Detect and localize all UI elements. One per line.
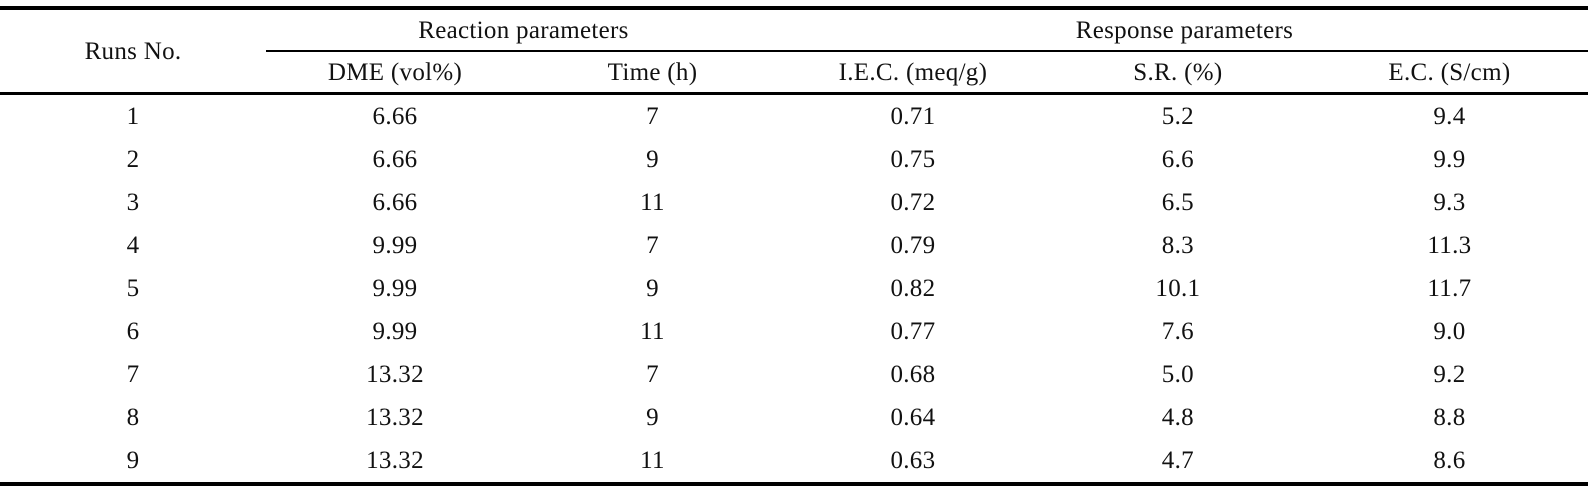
cell-iec: 0.82: [890, 275, 936, 302]
cell-dme: 6.66: [372, 103, 418, 130]
cell-runs-no: 9: [126, 447, 140, 474]
cell-dme: 9.99: [372, 275, 418, 302]
cell-time: 7: [646, 103, 659, 130]
table-row: 6 9.99 11 0.77 7.6 9.0: [0, 310, 1588, 353]
cell-ec: 8.8: [1433, 404, 1466, 431]
cell-runs-no: 5: [126, 275, 140, 302]
cell-iec: 0.75: [890, 146, 936, 173]
cell-iec: 0.72: [890, 189, 936, 216]
column-header-dme: DME (vol%): [265, 51, 525, 95]
cell-ec: 9.2: [1433, 361, 1466, 388]
column-header-runs-no: Runs No.: [0, 8, 266, 95]
cell-iec: 0.64: [890, 404, 936, 431]
cell-sr: 4.8: [1161, 404, 1194, 431]
header-group-row: Runs No. Reaction parameters Response pa…: [0, 8, 1588, 95]
cell-iec: 0.77: [890, 318, 936, 345]
table-row: 5 9.99 9 0.82 10.1 11.7: [0, 267, 1588, 310]
table-row: 8 13.32 9 0.64 4.8 8.8: [0, 396, 1588, 439]
cell-ec: 9.4: [1433, 103, 1466, 130]
cell-iec: 0.79: [890, 232, 936, 259]
cell-dme: 13.32: [366, 447, 424, 474]
cell-dme: 9.99: [372, 318, 418, 345]
cell-runs-no: 3: [126, 189, 140, 216]
cell-iec: 0.71: [890, 103, 936, 130]
cell-sr: 5.2: [1161, 103, 1194, 130]
column-header-iec: I.E.C. (meq/g): [780, 51, 1045, 95]
experiment-results-table-wrap: Runs No. Reaction parameters Response pa…: [0, 6, 1588, 486]
header-sub-row: DME (vol%) Time (h) I.E.C. (meq/g) S.R. …: [0, 51, 1588, 95]
cell-sr: 8.3: [1161, 232, 1194, 259]
table-row: 9 13.32 11 0.63 4.7 8.6: [0, 439, 1588, 484]
cell-ec: 9.9: [1433, 146, 1466, 173]
cell-iec: 0.63: [890, 447, 936, 474]
cell-dme: 6.66: [372, 189, 418, 216]
cell-dme: 9.99: [372, 232, 418, 259]
cell-ec: 9.0: [1433, 318, 1466, 345]
cell-time: 7: [646, 361, 659, 388]
cell-sr: 4.7: [1161, 447, 1194, 474]
cell-ec: 11.3: [1427, 232, 1472, 259]
column-header-sr: S.R. (%): [1044, 51, 1311, 95]
cell-ec: 8.6: [1433, 447, 1466, 474]
column-group-response-parameters: Response parameters: [780, 8, 1588, 52]
column-header-ec: E.C. (S/cm): [1310, 51, 1588, 95]
cell-time: 7: [646, 232, 659, 259]
cell-runs-no: 6: [126, 318, 140, 345]
cell-runs-no: 8: [126, 404, 140, 431]
cell-sr: 10.1: [1155, 275, 1201, 302]
table-row: 7 13.32 7 0.68 5.0 9.2: [0, 353, 1588, 396]
table-row: 4 9.99 7 0.79 8.3 11.3: [0, 224, 1588, 267]
cell-iec: 0.68: [890, 361, 936, 388]
table-row: 2 6.66 9 0.75 6.6 9.9: [0, 138, 1588, 181]
cell-runs-no: 1: [126, 103, 140, 130]
cell-dme: 6.66: [372, 146, 418, 173]
cell-time: 11: [640, 318, 665, 345]
cell-time: 11: [640, 447, 665, 474]
cell-time: 9: [646, 275, 659, 302]
column-header-time: Time (h): [524, 51, 781, 95]
table-row: 3 6.66 11 0.72 6.5 9.3: [0, 181, 1588, 224]
cell-time: 9: [646, 146, 659, 173]
column-group-reaction-parameters: Reaction parameters: [265, 8, 781, 52]
cell-time: 9: [646, 404, 659, 431]
cell-sr: 7.6: [1161, 318, 1194, 345]
cell-runs-no: 7: [126, 361, 140, 388]
cell-sr: 6.5: [1161, 189, 1194, 216]
cell-time: 11: [640, 189, 665, 216]
cell-dme: 13.32: [366, 404, 424, 431]
cell-sr: 5.0: [1161, 361, 1194, 388]
cell-dme: 13.32: [366, 361, 424, 388]
experiment-results-table: Runs No. Reaction parameters Response pa…: [0, 6, 1588, 486]
table-row: 1 6.66 7 0.71 5.2 9.4: [0, 94, 1588, 139]
cell-runs-no: 2: [126, 146, 140, 173]
cell-sr: 6.6: [1161, 146, 1194, 173]
cell-ec: 11.7: [1427, 275, 1472, 302]
cell-runs-no: 4: [126, 232, 140, 259]
cell-ec: 9.3: [1433, 189, 1466, 216]
